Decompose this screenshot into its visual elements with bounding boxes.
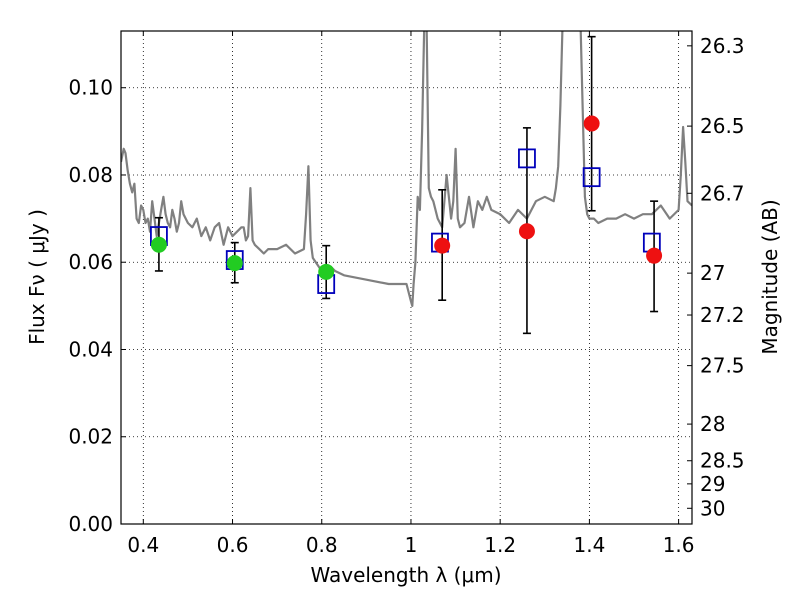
measured-flux-point bbox=[646, 247, 663, 264]
y2-tick-label: 29 bbox=[700, 472, 725, 496]
model-spectrum-line bbox=[121, 31, 692, 307]
y-tick-label: 0.08 bbox=[68, 163, 113, 187]
x-axis-title: Wavelength λ (μm) bbox=[310, 563, 501, 587]
y2-tick-label: 26.3 bbox=[700, 34, 745, 58]
y2-tick-label: 27.2 bbox=[700, 303, 745, 327]
measured-flux-point bbox=[583, 115, 600, 132]
axes: 0.4 0.6 0.8 1 1.2 1.4 1.6 0.00 0.02 0.04 0.06 0.08 0… bbox=[68, 31, 745, 557]
plot-frame bbox=[120, 30, 693, 525]
x-tick-label: 0.8 bbox=[306, 533, 338, 557]
y2-tick-label: 28.5 bbox=[700, 449, 745, 473]
measured-flux-point bbox=[318, 263, 335, 280]
x-tick-label: 1 bbox=[405, 533, 418, 557]
y2-tick-label: 27.5 bbox=[700, 354, 745, 378]
y2-axis-title: Magnitude (AB) bbox=[758, 199, 782, 354]
model-photometry-square bbox=[582, 167, 601, 188]
y-tick-label: 0.10 bbox=[68, 76, 113, 100]
measured-flux-point bbox=[150, 236, 167, 253]
y-tick-label: 0.04 bbox=[68, 337, 113, 361]
measured-flux-point bbox=[226, 255, 243, 272]
measured-flux-point bbox=[518, 223, 535, 240]
y2-tick-label: 28 bbox=[700, 412, 725, 436]
plot-background bbox=[121, 31, 692, 524]
y-tick-label: 0.00 bbox=[68, 512, 113, 536]
y-axis-title: Flux Fν ( μJy ) bbox=[25, 209, 49, 345]
x-tick-label: 1.6 bbox=[663, 533, 695, 557]
x-tick-label: 1.2 bbox=[484, 533, 516, 557]
data-layer bbox=[121, 31, 692, 335]
y-tick-label: 0.02 bbox=[68, 425, 113, 449]
measured-flux-point bbox=[434, 237, 451, 254]
y2-tick-label: 27 bbox=[700, 261, 725, 285]
y2-tick-label: 30 bbox=[700, 496, 725, 520]
y2-tick-label: 26.7 bbox=[700, 181, 745, 205]
x-tick-label: 0.6 bbox=[217, 533, 249, 557]
model-photometry-square bbox=[518, 148, 536, 169]
x-tick-label: 1.4 bbox=[573, 533, 605, 557]
y2-tick-label: 26.5 bbox=[700, 114, 745, 138]
y-tick-label: 0.06 bbox=[68, 250, 113, 274]
x-tick-label: 0.4 bbox=[127, 533, 159, 557]
